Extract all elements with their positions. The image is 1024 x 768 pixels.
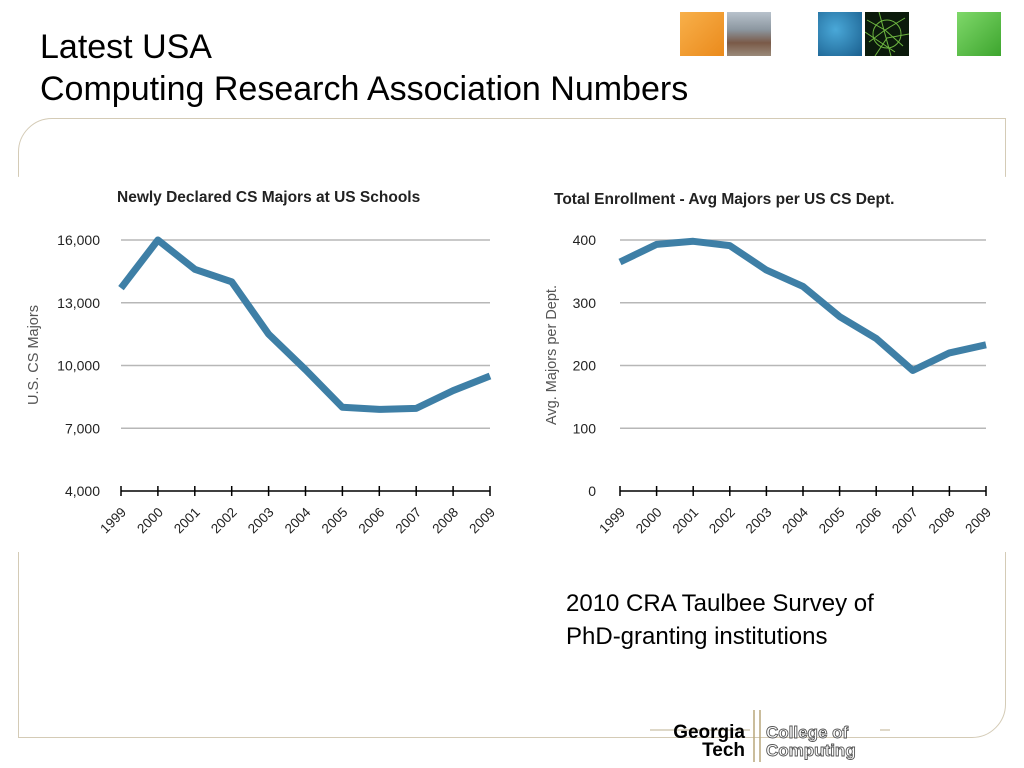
y-tick-label: 7,000 [65,420,100,436]
y-tick-label: 16,000 [57,232,100,248]
campus-photo-icon [727,12,771,56]
x-tick-label: 2007 [889,505,921,537]
orange-square-icon [680,12,724,56]
chart-title: Total Enrollment - Avg Majors per US CS … [554,191,894,208]
y-axis-label: U.S. CS Majors [26,305,42,405]
decorative-squares [0,12,1024,60]
georgia-tech-logo: Georgia Tech College of Computing [650,710,890,762]
network-graphic-icon [865,12,909,56]
y-tick-label: 300 [573,295,597,311]
x-tick-label: 2006 [356,505,388,537]
x-tick-label: 2008 [926,505,958,537]
chart-title: Newly Declared CS Majors at US Schools [117,189,420,206]
y-tick-label: 0 [588,483,596,499]
x-tick-label: 2001 [171,505,203,537]
x-tick-label: 2005 [319,505,351,537]
blue-square-icon [818,12,862,56]
x-tick-label: 2004 [779,504,811,536]
y-tick-label: 200 [573,358,597,374]
x-tick-label: 1999 [596,505,628,537]
y-axis-label: Avg. Majors per Dept. [544,285,560,425]
x-tick-label: 2003 [743,505,775,537]
x-tick-label: 1999 [97,505,129,537]
x-tick-label: 2009 [466,505,498,537]
x-tick-label: 2002 [706,505,738,537]
series-line [118,236,492,413]
slide-title: Latest USA Computing Research Associatio… [40,26,688,110]
y-tick-label: 13,000 [57,295,100,311]
logo-word-tech: Tech [702,740,745,761]
x-tick-label: 2000 [633,505,665,537]
x-tick-label: 2001 [669,505,701,537]
x-tick-label: 2002 [208,505,240,537]
y-tick-label: 4,000 [65,483,100,499]
x-tick-label: 2003 [245,505,277,537]
x-tick-label: 2000 [134,505,166,537]
chart-avg-majors-per-dept: Total Enrollment - Avg Majors per US CS … [544,191,994,536]
x-tick-label: 2004 [282,504,314,536]
series-line [618,237,987,374]
y-tick-label: 100 [573,420,597,436]
logo-word-college-of: College of [766,723,849,742]
x-tick-label: 2006 [852,505,884,537]
x-tick-label: 2005 [816,505,848,537]
y-tick-label: 10,000 [57,358,100,374]
x-tick-label: 2008 [429,505,461,537]
logo-word-computing: Computing [766,741,856,760]
y-tick-label: 400 [573,232,597,248]
green-square-icon [957,12,1001,56]
slide-title-line-2: Computing Research Association Numbers [40,70,689,108]
source-caption-line-1: 2010 CRA Taulbee Survey of [566,590,874,617]
chart-newly-declared-majors: Newly Declared CS Majors at US Schools 16… [26,189,498,536]
logo-word-georgia: Georgia [673,722,745,743]
slide-title-line-1: Latest USA [40,28,212,66]
source-caption: 2010 CRA Taulbee Survey of PhD-granting … [566,587,986,653]
x-tick-label: 2007 [392,505,424,537]
source-caption-line-2: PhD-granting institutions [566,623,828,650]
x-tick-label: 2009 [962,505,994,537]
